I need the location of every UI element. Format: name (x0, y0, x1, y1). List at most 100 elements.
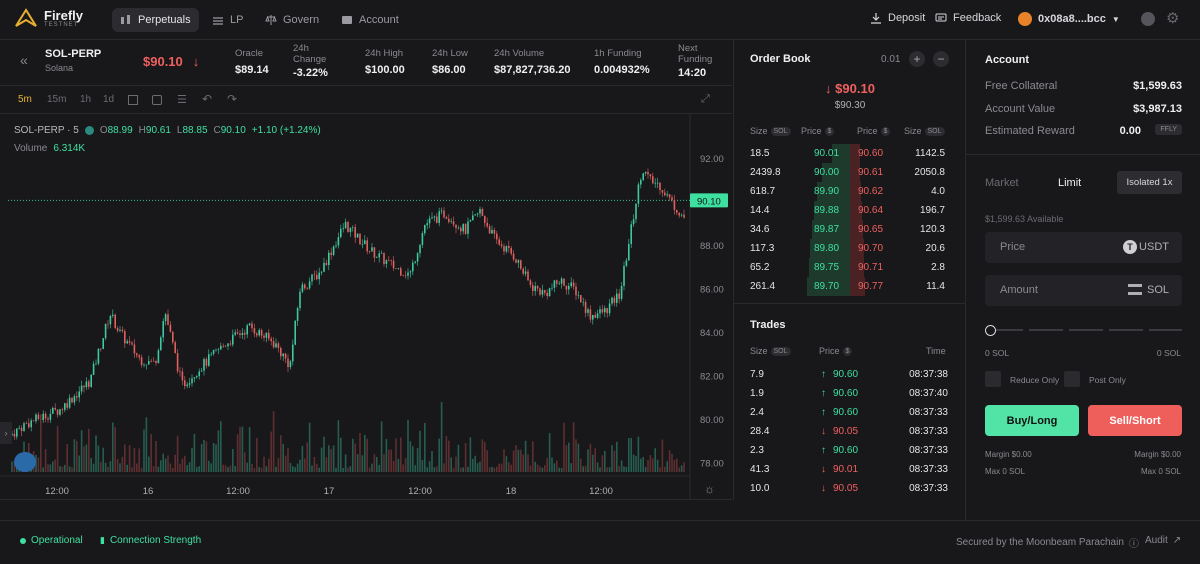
candle-body (44, 413, 47, 419)
buy-margin: Margin $0.00 (985, 450, 1032, 459)
orderbook-row[interactable]: 34.6 89.87 90.65 120.3 (734, 220, 966, 239)
sell-short-button[interactable]: Sell/Short (1088, 405, 1182, 436)
tab-account[interactable]: Account (333, 8, 407, 32)
candle-body (455, 224, 457, 228)
orderbook-row[interactable]: 18.5 90.01 90.60 1142.5 (734, 144, 966, 163)
candle-body (208, 354, 210, 366)
settings-sliders-icon[interactable]: ☰ (177, 94, 187, 106)
candle-body (568, 285, 570, 290)
wallet-button[interactable]: 0x08a8....bcc ▼ (1018, 12, 1120, 26)
tab-govern[interactable]: Govern (257, 8, 327, 32)
candle-body (205, 359, 208, 366)
brand-logo[interactable]: Firefly TESTNET (14, 8, 83, 28)
volume-bar (332, 445, 335, 472)
redo-icon[interactable]: ↷ (227, 92, 238, 106)
timeframe-5m[interactable]: 5m (18, 94, 32, 105)
amount-slider[interactable] (985, 325, 1182, 336)
bid-size: 34.6 (750, 224, 770, 235)
ohlc-close: 90.10 (220, 125, 246, 136)
expand-toolbar-icon[interactable]: › (0, 422, 12, 444)
amount-input[interactable]: Amount SOL (985, 275, 1182, 306)
candle-body (76, 396, 78, 398)
audit-link[interactable]: Audit ↗ (1145, 535, 1182, 546)
candle-type-icon[interactable] (128, 95, 138, 105)
tradingview-icon[interactable] (14, 452, 36, 472)
orderbook-row[interactable]: 117.3 89.80 90.70 20.6 (734, 239, 966, 258)
tab-market[interactable]: Market (985, 177, 1019, 189)
candle-body (136, 353, 138, 356)
slider-handle[interactable] (985, 325, 996, 336)
volume-bar (438, 438, 440, 472)
tab-limit[interactable]: Limit (1058, 177, 1082, 189)
indicators-icon[interactable] (152, 95, 162, 105)
orderbook-row[interactable]: 261.4 89.70 90.77 11.4 (734, 277, 966, 296)
price-input[interactable]: Price T USDT (985, 232, 1182, 263)
candle-body (289, 361, 292, 368)
orderbook-row[interactable]: 14.4 89.88 90.64 196.7 (734, 201, 966, 220)
bid-depth-bar (817, 182, 850, 201)
leverage-select[interactable]: Isolated 1x (1117, 171, 1182, 194)
volume-bar (649, 455, 652, 472)
volume-bar (575, 439, 577, 472)
orderbook-row[interactable]: 618.7 89.90 90.62 4.0 (734, 182, 966, 201)
ask-size: 2.8 (931, 262, 945, 273)
gear-icon[interactable]: ⚙ (1166, 10, 1180, 27)
volume-bar (292, 466, 294, 472)
trade-row: 10.0 ↓ 90.05 08:37:33 (734, 479, 966, 498)
timeframe-1h[interactable]: 1h (80, 94, 92, 105)
volume-bar (104, 462, 107, 472)
candle-body (515, 259, 517, 263)
candle-body (613, 297, 616, 303)
minus-icon[interactable]: − (933, 51, 949, 67)
bid-size: 65.2 (750, 262, 770, 273)
bid-depth-bar (812, 220, 850, 239)
price-chart[interactable]: SOL-PERP · 5 O88.99 H90.61 L88.85 C90.10… (0, 114, 732, 500)
feedback-button[interactable]: Feedback (935, 12, 1001, 24)
volume-bar (236, 434, 239, 472)
reduce-only-checkbox[interactable] (985, 371, 1001, 387)
buy-long-button[interactable]: Buy/Long (985, 405, 1079, 436)
volume-bar (464, 443, 467, 472)
orderbook-row[interactable]: 2439.8 90.00 90.61 2050.8 (734, 163, 966, 182)
collapse-icon[interactable]: « (20, 52, 28, 68)
candle-body (222, 345, 224, 347)
volume-bar (68, 466, 71, 472)
x-tick-label: 16 (143, 486, 154, 497)
orderbook-last-price: ↓ $90.10 (825, 81, 875, 96)
fullscreen-icon[interactable]: ⤢ (701, 93, 710, 105)
candle-body (395, 268, 397, 269)
volume-bar (121, 456, 124, 472)
volume-bar (414, 465, 416, 472)
orderbook-title: Order Book (750, 53, 811, 65)
tab-lp[interactable]: LP (204, 8, 251, 32)
timeframe-1d[interactable]: 1d (103, 94, 115, 105)
trade-size: 41.3 (750, 464, 770, 475)
trade-price: 90.60 (833, 407, 859, 418)
notification-icon[interactable] (1141, 12, 1155, 26)
candle-body (42, 413, 44, 420)
candle-body (623, 265, 625, 286)
undo-icon[interactable]: ↶ (202, 92, 213, 106)
volume-bar (80, 430, 83, 472)
volume-bar (196, 467, 198, 472)
post-only-checkbox[interactable] (1064, 371, 1080, 387)
plus-icon[interactable]: + (909, 51, 925, 67)
deposit-button[interactable]: Deposit (870, 12, 925, 24)
chart-settings-icon[interactable]: ☼ (704, 482, 715, 496)
ask-depth-bar (850, 258, 864, 277)
orderbook-row[interactable]: 65.2 89.75 90.71 2.8 (734, 258, 966, 277)
ask-price: 90.71 (858, 262, 884, 273)
candle-body (186, 384, 188, 387)
volume-bar (668, 450, 671, 472)
tab-perpetuals[interactable]: Perpetuals (112, 8, 199, 32)
timeframe-15m[interactable]: 15m (47, 94, 67, 105)
volume-bar (280, 435, 282, 472)
candle-body (52, 407, 54, 414)
candle-body (628, 244, 630, 261)
candle-body (397, 268, 400, 269)
candle-body (450, 221, 452, 222)
trade-row: 41.3 ↓ 90.01 08:37:33 (734, 460, 966, 479)
last-price-label: 90.10 (697, 196, 721, 207)
market-selector[interactable]: SOL-PERP Solana (45, 48, 101, 73)
trade-price-arrow-icon: ↓ (821, 483, 826, 494)
